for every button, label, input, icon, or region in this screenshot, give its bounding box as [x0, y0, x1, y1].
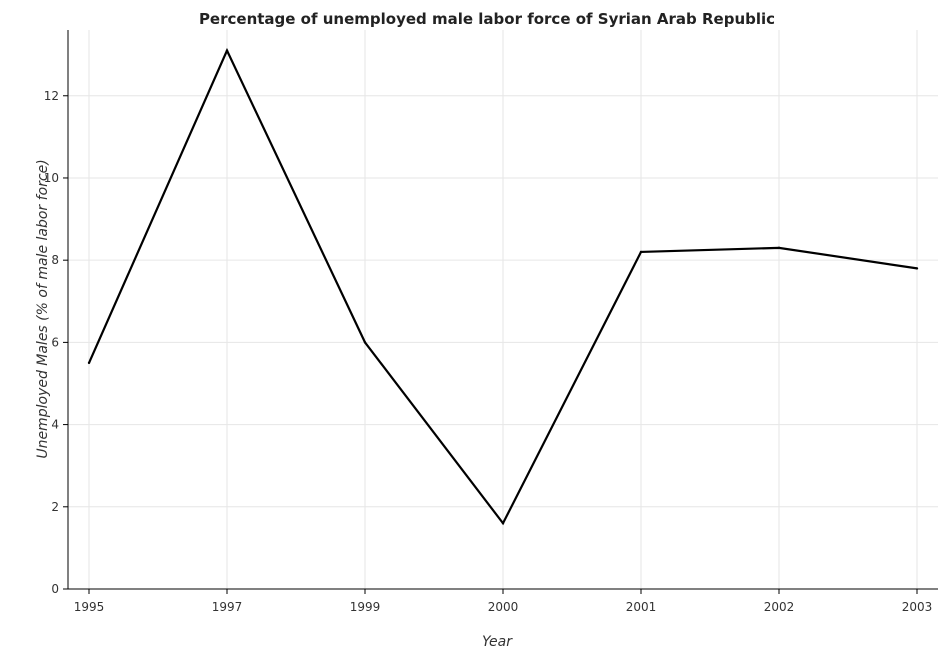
y-tick-label: 8 [51, 253, 59, 267]
data-point [363, 341, 367, 344]
series [87, 47, 919, 526]
data-point [777, 246, 781, 250]
x-tick-label: 1997 [212, 600, 243, 614]
y-axis-label: Unemployed Males (% of male labor force) [35, 159, 51, 458]
data-point [87, 361, 91, 365]
x-axis-label: Year [482, 634, 513, 650]
y-tick-label: 10 [44, 171, 59, 185]
axes: 0 2 4 6 8 10 12 1995 1997 1999 2000 2001 2002 2003 [44, 30, 938, 614]
data-point [639, 250, 643, 254]
grid [68, 30, 938, 590]
x-tick-label: 2002 [764, 600, 795, 614]
x-tick-label: 2001 [626, 600, 657, 614]
x-tick-label: 2003 [902, 600, 933, 614]
chart-title: Percentage of unemployed male labor forc… [199, 10, 775, 28]
x-tick-label: 1999 [350, 600, 381, 614]
data-point [225, 49, 229, 52]
x-tick-label: 1995 [74, 600, 105, 614]
y-tick-label: 2 [51, 500, 59, 514]
data-point [501, 522, 505, 525]
x-tick-label: 2000 [488, 600, 519, 614]
y-tick-label: 0 [51, 582, 59, 596]
data-point [915, 267, 919, 270]
y-tick-label: 4 [51, 418, 59, 432]
y-tick-label: 6 [51, 335, 59, 349]
y-tick-label: 12 [44, 89, 59, 103]
